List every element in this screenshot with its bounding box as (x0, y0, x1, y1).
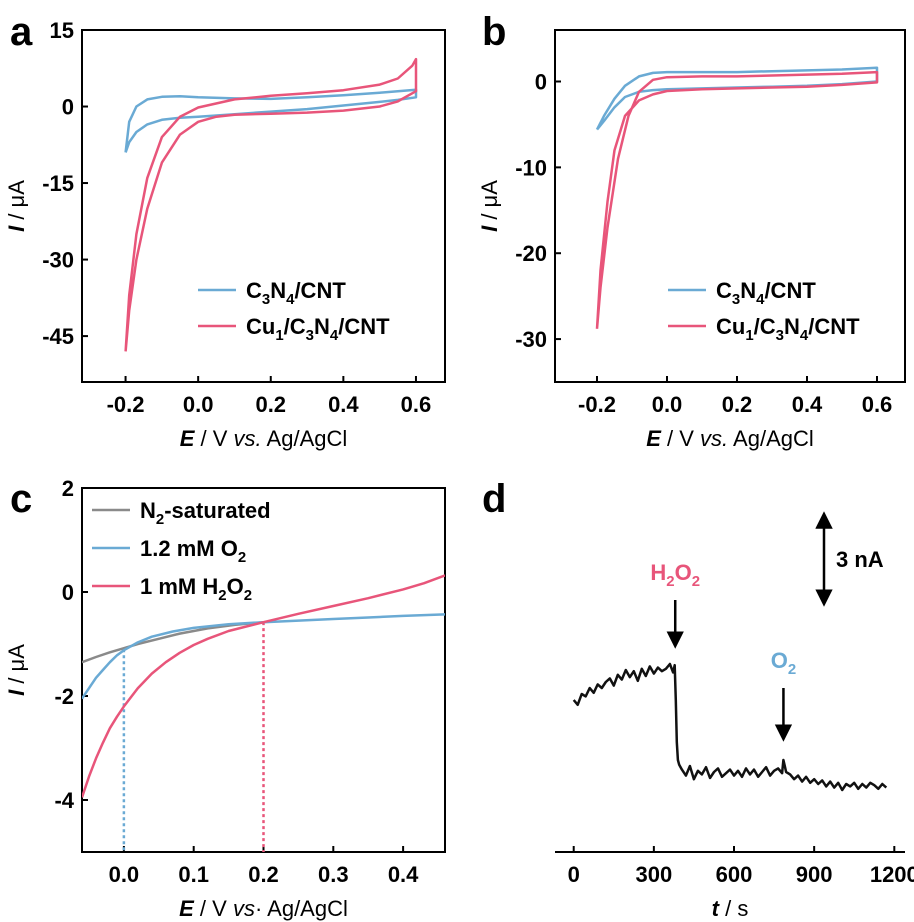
series-line-cu1-c3n4-cnt (595, 70, 879, 329)
x-tick-label: 300 (635, 862, 672, 887)
y-tick-label: -10 (515, 155, 547, 180)
plot-frame (81, 29, 446, 383)
y-tick-label: 15 (50, 18, 74, 43)
annotation-label: O2 (771, 648, 796, 678)
y-tick-label: -45 (42, 324, 74, 349)
y-tick-label: -30 (515, 327, 547, 352)
legend-label: Cu1/C3N4/CNT (246, 314, 390, 344)
scale-bar-label: 3 nA (836, 547, 884, 572)
x-tick-label: 0.0 (109, 862, 140, 887)
x-tick-label: 0.0 (652, 392, 683, 417)
annotation-label: H2O2 (650, 560, 700, 590)
x-axis-label: t / s (712, 896, 749, 921)
y-tick-label: -20 (515, 241, 547, 266)
x-tick-label: 0.2 (248, 862, 279, 887)
legend-label: C3N4/CNT (716, 278, 816, 308)
legend-label: 1 mM H2O2 (140, 574, 252, 604)
panel-letter-d: d (482, 477, 506, 521)
x-tick-label: 0.6 (401, 392, 432, 417)
x-axis-label: E / V vs. Ag/AgCl (180, 426, 348, 451)
plot-frame (554, 29, 906, 383)
legend-label: 1.2 mM O2 (140, 536, 246, 566)
y-axis-label: I / μA (4, 644, 29, 696)
x-tick-label: -0.2 (107, 392, 145, 417)
x-tick-label: 0.4 (328, 392, 359, 417)
legend-label: C3N4/CNT (246, 278, 346, 308)
x-tick-label: 0.3 (318, 862, 349, 887)
x-tick-label: 1200 (870, 862, 914, 887)
x-tick-label: 0.4 (388, 862, 419, 887)
x-tick-label: 0.1 (178, 862, 209, 887)
panel-letter-a: a (10, 10, 33, 54)
panel-b-chart: -0.2 0.0 0.2 0.4 0.6 0 -10 -20 -30 I / μA E / V vs… (477, 29, 906, 451)
y-tick-label: 0 (62, 95, 74, 120)
y-tick-label: 2 (62, 476, 74, 501)
series-group (595, 66, 879, 329)
x-tick-label: 0.6 (862, 392, 893, 417)
panel-d-chart: 0 300 600 900 1200 t / s H2O2 O2 3 nA (555, 511, 914, 921)
y-tick-label: -4 (54, 788, 74, 813)
y-tick-label: -30 (42, 248, 74, 273)
x-tick-label: 0 (568, 862, 580, 887)
x-tick-label: 0.0 (183, 392, 214, 417)
series-line-c3n4-cnt (124, 88, 418, 153)
series-group (124, 57, 418, 352)
series-line-cu1-c3n4-cnt (124, 57, 418, 352)
legend-label: N2-saturated (140, 498, 271, 528)
y-tick-label: -2 (54, 684, 74, 709)
series-line-1-mm-h2o2 (82, 574, 445, 798)
y-axis-label: I / μA (477, 180, 502, 232)
x-axis-label: E / V vs· Ag/AgCl (179, 896, 348, 921)
y-tick-label: 0 (535, 70, 547, 95)
x-axis-label: E / V vs. Ag/AgCl (646, 426, 814, 451)
x-tick-label: -0.2 (578, 392, 616, 417)
series-line-1-2-mm-o2 (82, 613, 445, 700)
panel-a-chart: -0.2 0.0 0.2 0.4 0.6 15 0 -15 -30 -45 I / μA E / V … (4, 18, 446, 451)
x-tick-label: 900 (796, 862, 833, 887)
y-tick-label: -15 (42, 171, 74, 196)
y-axis-label: I / μA (4, 180, 29, 232)
x-tick-label: 0.2 (722, 392, 753, 417)
series-group (572, 662, 888, 792)
x-tick-label: 0.4 (792, 392, 823, 417)
series-group (82, 574, 445, 798)
panel-letter-b: b (482, 10, 506, 54)
panel-letter-c: c (10, 477, 32, 521)
legend-label: Cu1/C3N4/CNT (716, 314, 860, 344)
x-tick-label: 0.2 (255, 392, 286, 417)
y-tick-label: 0 (62, 580, 74, 605)
panel-c-chart: 0.0 0.1 0.2 0.3 0.4 2 0 -2 -4 I / μA E / V vs· Ag/… (4, 476, 446, 921)
x-tick-label: 600 (716, 862, 753, 887)
current-trace-line (572, 662, 888, 792)
series-line-n2-saturated (82, 620, 264, 664)
